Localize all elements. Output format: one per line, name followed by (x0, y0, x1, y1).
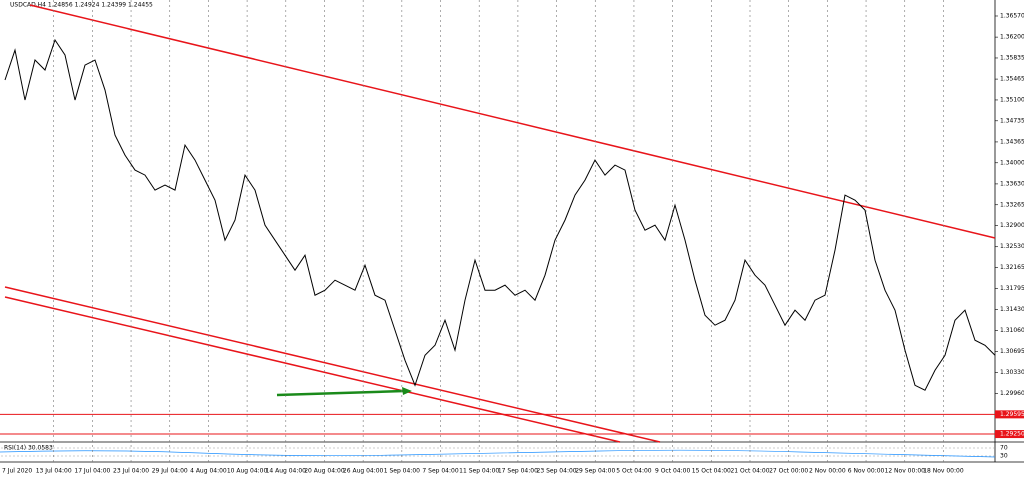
x-tick-label: 6 Nov 00:00 (848, 468, 885, 475)
y-tick-label: 1.32165 (1000, 264, 1024, 271)
y-tick-label: 1.35100 (1000, 96, 1024, 103)
level-label: 1.29595 (1000, 411, 1024, 418)
indicator-tick-label: 70 (1000, 445, 1008, 452)
x-tick-label: 17 Sep 04:00 (498, 468, 538, 475)
y-tick-label: 1.34000 (1000, 159, 1024, 166)
y-tick-label: 1.33265 (1000, 201, 1024, 208)
indicator-levels (1, 447, 995, 457)
arrow-head (402, 387, 412, 395)
trend-line-lower-b (4, 296, 621, 443)
y-tick-label: 1.33630 (1000, 180, 1024, 187)
x-tick-label: 17 Jul 04:00 (74, 468, 110, 475)
x-tick-label: 11 Sep 04:00 (459, 468, 499, 475)
x-tick-label: 20 Aug 04:00 (304, 468, 345, 475)
x-tick-label: 29 Sep 04:00 (575, 468, 615, 475)
level-tag (995, 410, 1024, 419)
x-tick-label: 2 Nov 00:00 (809, 468, 846, 475)
chart-title: USDCAD,H4 1.24856 1.24924 1.24399 1.2445… (10, 2, 153, 9)
x-tick-label: 1 Sep 04:00 (384, 468, 420, 475)
x-tick-label: 18 Nov 00:00 (923, 468, 964, 475)
trend-line-lower-a (4, 286, 661, 443)
arrow-shaft (276, 389, 405, 397)
x-tick-label: 7 Sep 04:00 (422, 468, 458, 475)
y-tick-label: 1.34735 (1000, 117, 1024, 124)
y-tick-label: 1.32530 (1000, 243, 1024, 250)
x-tick-label: 9 Oct 04:00 (655, 468, 690, 475)
level-tag (995, 430, 1024, 439)
x-tick-label: 7 Jul 2020 (2, 468, 32, 475)
y-tick-label: 1.34365 (1000, 138, 1024, 145)
x-tick-label: 13 Jul 04:00 (36, 468, 72, 475)
y-tick-label: 1.30330 (1000, 369, 1024, 376)
indicator-line (0, 449, 996, 458)
y-tick-label: 1.31430 (1000, 306, 1024, 313)
x-tick-label: 23 Jul 04:00 (113, 468, 149, 475)
y-tick-label: 1.31060 (1000, 327, 1024, 334)
x-tick-label: 4 Aug 04:00 (190, 468, 227, 475)
y-tick-label: 1.31795 (1000, 285, 1024, 292)
price-line (4, 38, 996, 391)
x-tick-label: 26 Aug 04:00 (343, 468, 384, 475)
y-tick-label: 1.36200 (1000, 34, 1024, 41)
x-tick-label: 15 Oct 04:00 (692, 468, 731, 475)
x-tick-label: 29 Jul 04:00 (152, 468, 188, 475)
level-label: 1.29250 (1000, 431, 1024, 438)
y-tick-label: 1.35465 (1000, 76, 1024, 83)
trend-line-upper (29, 4, 996, 239)
x-tick-label: 12 Nov 00:00 (885, 468, 926, 475)
x-tick-label: 10 Aug 04:00 (227, 468, 268, 475)
x-tick-label: 23 Sep 04:00 (537, 468, 577, 475)
y-tick-label: 1.32900 (1000, 222, 1024, 229)
indicator-tick-label: 30 (1000, 453, 1008, 460)
x-tick-label: 21 Oct 04:00 (730, 468, 769, 475)
y-tick-label: 1.29960 (1000, 390, 1024, 397)
y-tick-label: 1.36570 (1000, 12, 1024, 19)
indicator-label: RSI(14) 30.0583 (4, 445, 53, 452)
y-tick-label: 1.35835 (1000, 54, 1024, 61)
x-tick-label: 5 Oct 04:00 (616, 468, 651, 475)
x-tick-label: 14 Aug 04:00 (266, 468, 307, 475)
x-tick-label: 27 Oct 00:00 (769, 468, 808, 475)
y-tick-label: 1.30695 (1000, 348, 1024, 355)
